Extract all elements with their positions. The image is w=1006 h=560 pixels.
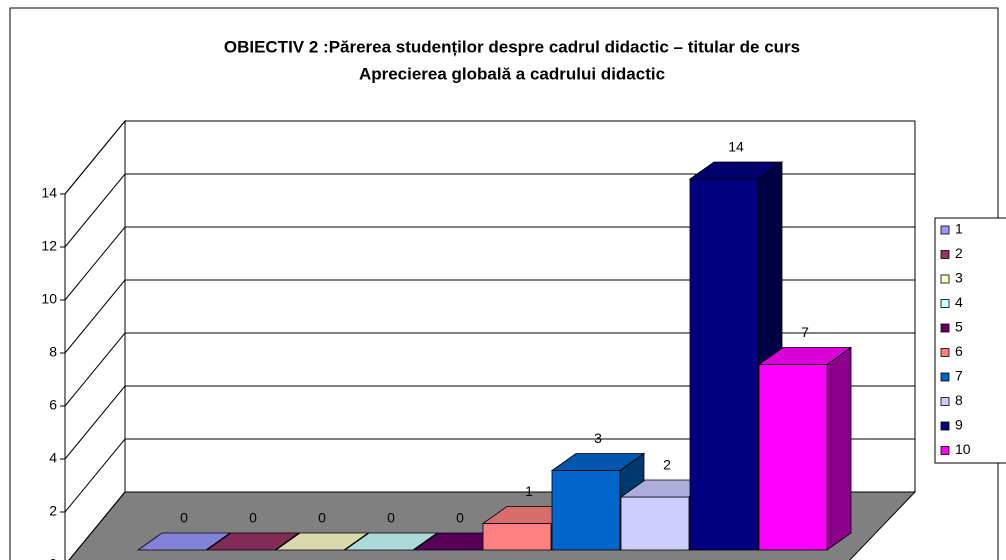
data-label: 0 bbox=[387, 510, 395, 526]
legend-label: 4 bbox=[955, 294, 963, 310]
grid-line bbox=[64, 385, 915, 460]
side-wall bbox=[64, 119, 126, 560]
data-label: 0 bbox=[318, 510, 326, 526]
data-label: 3 bbox=[594, 430, 602, 446]
legend-label: 8 bbox=[955, 392, 963, 408]
plot-area: 0 2 4 6 8 10 12 14 0 0 0 0 0 1 3 2 14 7 bbox=[41, 119, 917, 560]
bar-front bbox=[551, 470, 621, 551]
bar-top bbox=[343, 532, 439, 551]
legend-label: 9 bbox=[955, 417, 963, 433]
y-tick-label: 4 bbox=[49, 450, 57, 466]
y-tick-label: 10 bbox=[41, 291, 57, 307]
grid-line bbox=[64, 226, 915, 301]
grid-line bbox=[64, 173, 915, 248]
bar-front bbox=[482, 523, 552, 551]
y-tick-label: 14 bbox=[41, 185, 57, 201]
legend-swatch bbox=[940, 446, 950, 455]
data-label: 7 bbox=[801, 324, 809, 340]
bar-top bbox=[136, 532, 232, 551]
legend-swatch bbox=[940, 372, 950, 382]
chart-title: OBIECTIV 2 :Părerea studenților despre c… bbox=[224, 37, 800, 56]
bar-front bbox=[758, 364, 828, 551]
y-tick-label: 2 bbox=[49, 503, 57, 519]
data-label: 2 bbox=[663, 457, 671, 473]
bar-front bbox=[620, 496, 690, 551]
y-tick-label: 6 bbox=[49, 397, 57, 413]
y-tick-label: 12 bbox=[41, 238, 57, 254]
legend-label: 2 bbox=[955, 245, 963, 261]
legend-swatch bbox=[940, 225, 950, 235]
legend-swatch bbox=[940, 323, 950, 333]
bar-top bbox=[550, 453, 646, 471]
grid-line bbox=[64, 438, 915, 513]
legend-swatch bbox=[940, 397, 950, 406]
grid-line bbox=[64, 279, 915, 354]
legend: 1 2 3 4 5 6 7 8 9 10 bbox=[934, 217, 1006, 464]
grid-line bbox=[64, 120, 915, 195]
legend-swatch bbox=[940, 250, 950, 259]
y-tick-label: 8 bbox=[49, 344, 57, 360]
legend-swatch bbox=[940, 421, 950, 431]
y-tick-label: 0 bbox=[49, 556, 57, 560]
bar-front bbox=[689, 178, 759, 551]
data-label: 0 bbox=[456, 510, 464, 526]
grid-line bbox=[64, 332, 915, 407]
legend-swatch bbox=[940, 299, 950, 308]
legend-label: 6 bbox=[955, 343, 963, 359]
legend-label: 3 bbox=[955, 270, 963, 286]
data-label: 1 bbox=[525, 483, 533, 499]
bar-top bbox=[274, 532, 370, 551]
legend-swatch bbox=[940, 274, 950, 284]
legend-label: 5 bbox=[955, 319, 963, 335]
bar-top bbox=[688, 161, 784, 180]
data-label: 0 bbox=[180, 510, 188, 526]
legend-label: 7 bbox=[955, 368, 963, 384]
chart-subtitle: Aprecierea globală a cadrului didactic bbox=[359, 64, 665, 83]
bar-top bbox=[205, 532, 301, 551]
data-label: 0 bbox=[249, 510, 257, 526]
bar-top bbox=[757, 347, 853, 365]
data-label: 14 bbox=[728, 139, 744, 155]
legend-label: 1 bbox=[955, 221, 963, 237]
legend-swatch bbox=[940, 348, 950, 357]
legend-label: 10 bbox=[955, 441, 971, 457]
bar-side bbox=[826, 346, 852, 551]
